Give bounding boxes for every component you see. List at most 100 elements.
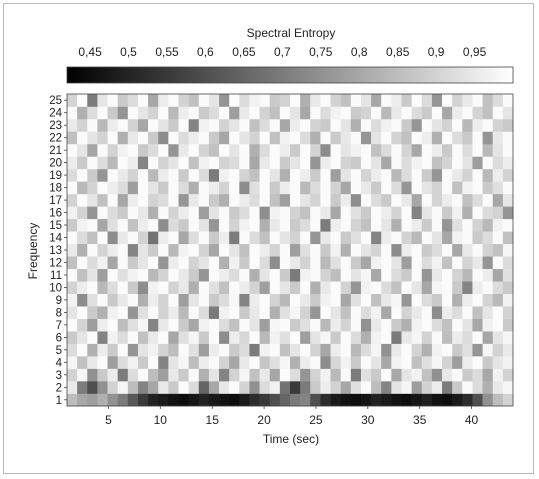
heatmap-cell (371, 193, 382, 207)
heatmap-cell (381, 106, 392, 120)
heatmap-cell (67, 94, 78, 107)
y-tick-label: 24 (49, 108, 62, 120)
heatmap-cell (67, 106, 78, 120)
heatmap-cell (259, 156, 271, 170)
heatmap-cell (482, 306, 494, 319)
heatmap-cell (482, 143, 494, 157)
heatmap-cell (249, 393, 260, 407)
heatmap-cell (259, 318, 271, 332)
heatmap-cell (127, 168, 139, 182)
heatmap-cell (381, 318, 392, 332)
heatmap-cell (320, 356, 331, 369)
heatmap-cell (259, 281, 271, 294)
heatmap-cell (137, 293, 149, 307)
y-tick-label: 13 (49, 245, 62, 257)
heatmap-cell (310, 168, 321, 182)
heatmap-cell (137, 143, 149, 157)
heatmap-cell (391, 256, 402, 270)
heatmap-cell (290, 206, 301, 220)
heatmap-cell (178, 318, 189, 332)
heatmap-cell (300, 293, 311, 307)
heatmap-cell (219, 306, 230, 319)
heatmap-cell (442, 168, 453, 182)
heatmap-cell (208, 356, 220, 369)
heatmap-cell (279, 231, 291, 245)
heatmap-cell (168, 381, 179, 394)
heatmap-cell (411, 181, 423, 195)
heatmap-cell (188, 393, 200, 407)
heatmap-cell (269, 94, 281, 107)
heatmap-cell (107, 206, 118, 220)
heatmap-cell (371, 256, 382, 270)
heatmap-cell (67, 306, 78, 319)
heatmap-cell (188, 118, 200, 132)
heatmap-cell (442, 331, 453, 344)
heatmap-cell (391, 356, 402, 369)
heatmap-cell (482, 393, 494, 407)
heatmap-cell (259, 306, 271, 319)
heatmap-cell (117, 368, 129, 382)
heatmap-cell (158, 156, 169, 170)
heatmap-cell (482, 193, 494, 207)
heatmap-cell (229, 94, 240, 107)
heatmap-cell (77, 118, 88, 132)
heatmap-cell (107, 193, 118, 207)
heatmap-cell (300, 218, 311, 232)
heatmap-cell (411, 281, 423, 294)
heatmap-cell (137, 131, 149, 145)
heatmap-cell (310, 331, 321, 344)
heatmap-cell (279, 143, 291, 157)
heatmap-cell (360, 268, 372, 282)
heatmap-cell (290, 131, 301, 145)
heatmap-cell (310, 143, 321, 157)
heatmap-cell (482, 94, 494, 107)
heatmap-cell (259, 331, 271, 344)
heatmap-cell (117, 256, 129, 270)
heatmap-cell (249, 281, 260, 294)
heatmap-cell (127, 156, 139, 170)
heatmap-cell (310, 381, 321, 394)
heatmap-cell (442, 206, 453, 220)
heatmap-cell (330, 281, 341, 294)
heatmap-cell (371, 293, 382, 307)
heatmap-cell (249, 356, 260, 369)
heatmap-cell (300, 206, 311, 220)
heatmap-cell (340, 243, 352, 257)
heatmap-cell (442, 368, 453, 382)
heatmap-cell (320, 393, 331, 407)
heatmap-cell (127, 331, 139, 344)
heatmap-cell (431, 231, 443, 245)
heatmap-cell (452, 156, 463, 170)
heatmap-cell (127, 318, 139, 332)
y-tick-label: 21 (49, 145, 62, 157)
heatmap-cell (117, 293, 129, 307)
heatmap-cell (472, 368, 483, 382)
heatmap-cell (310, 356, 321, 369)
heatmap-cell (188, 256, 200, 270)
heatmap-cell (401, 356, 412, 369)
heatmap-cell (249, 293, 260, 307)
heatmap-cell (300, 343, 311, 357)
x-tick-label: 20 (257, 413, 271, 427)
heatmap-cell (290, 281, 301, 294)
heatmap-cell (77, 94, 88, 107)
heatmap-cell (87, 181, 98, 195)
heatmap-cell (290, 243, 301, 257)
heatmap-cell (360, 156, 372, 170)
heatmap-cell (482, 181, 494, 195)
heatmap-cell (472, 256, 483, 270)
heatmap-cell (137, 106, 149, 120)
heatmap-cell (67, 393, 78, 407)
heatmap-cell (127, 218, 139, 232)
heatmap-cell (482, 368, 494, 382)
heatmap-cell (350, 156, 362, 170)
heatmap-cell (391, 293, 402, 307)
heatmap-cell (137, 306, 149, 319)
y-tick-label: 1 (56, 395, 62, 407)
heatmap-cell (340, 281, 352, 294)
heatmap-cell (462, 256, 473, 270)
heatmap-cell (401, 94, 412, 107)
heatmap-cell (178, 356, 189, 369)
heatmap-cell (371, 281, 382, 294)
heatmap-cell (330, 181, 341, 195)
